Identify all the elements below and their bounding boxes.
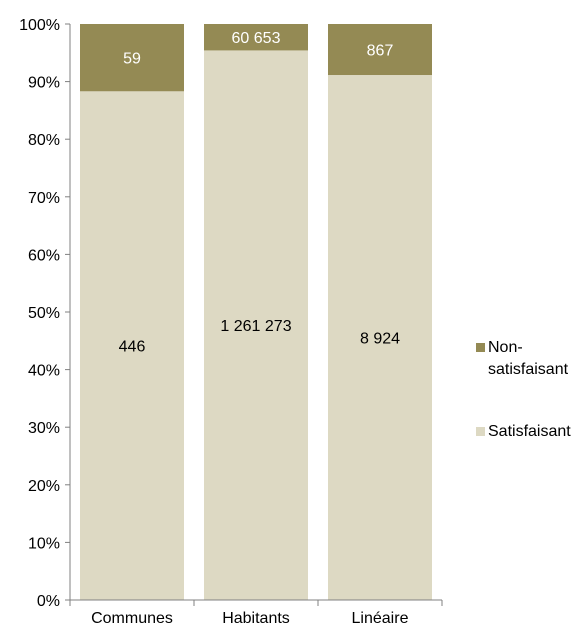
data-label-non-satisfaisant-communes: 59 xyxy=(123,51,141,68)
y-tick-label: 80% xyxy=(28,132,60,149)
data-label-satisfaisant-communes: 446 xyxy=(119,339,146,356)
data-labels-layer: 446 59 1 261 273 60 653 8 924 867 xyxy=(119,30,400,355)
axes-layer: 0% 10% 20% 30% 40% 50% 60% 70% 80% 90% 100% Commune… xyxy=(19,17,443,627)
bar-satisfaisant-communes xyxy=(80,91,184,601)
x-category-label-lineaire: Linéaire xyxy=(352,610,409,627)
legend-label-non-satisfaisant-line-1: Non- xyxy=(488,339,523,356)
bar-satisfaisant-lineaire xyxy=(328,75,432,601)
data-label-satisfaisant-habitants: 1 261 273 xyxy=(220,318,291,335)
bar-non-satisfaisant-lineaire xyxy=(328,24,432,76)
y-tick-label: 40% xyxy=(28,363,60,380)
legend-swatch-satisfaisant xyxy=(476,427,485,436)
y-tick-label: 100% xyxy=(19,17,60,34)
x-category-label-communes: Communes xyxy=(91,610,173,627)
legend: Non-satisfaisant Satisfaisant xyxy=(476,339,571,440)
y-tick-label: 60% xyxy=(28,247,60,264)
data-label-non-satisfaisant-habitants: 60 653 xyxy=(232,30,281,47)
bar-non-satisfaisant-habitants xyxy=(204,24,308,51)
legend-label-non-satisfaisant-line-2: satisfaisant xyxy=(488,361,569,378)
bar-satisfaisant-habitants xyxy=(204,50,308,600)
x-category-label-habitants: Habitants xyxy=(222,610,290,627)
legend-label-satisfaisant: Satisfaisant xyxy=(488,423,571,440)
y-tick-label: 70% xyxy=(28,190,60,207)
y-tick-label: 90% xyxy=(28,75,60,92)
legend-swatch-non-satisfaisant xyxy=(476,343,485,352)
bars-layer xyxy=(80,24,432,601)
y-tick-label: 20% xyxy=(28,478,60,495)
y-tick-label: 30% xyxy=(28,420,60,437)
y-tick-label: 0% xyxy=(37,593,60,610)
data-label-satisfaisant-lineaire: 8 924 xyxy=(360,331,400,348)
y-tick-label: 50% xyxy=(28,305,60,322)
bar-non-satisfaisant-communes xyxy=(80,24,184,92)
data-label-non-satisfaisant-lineaire: 867 xyxy=(367,43,394,60)
y-tick-label: 10% xyxy=(28,535,60,552)
